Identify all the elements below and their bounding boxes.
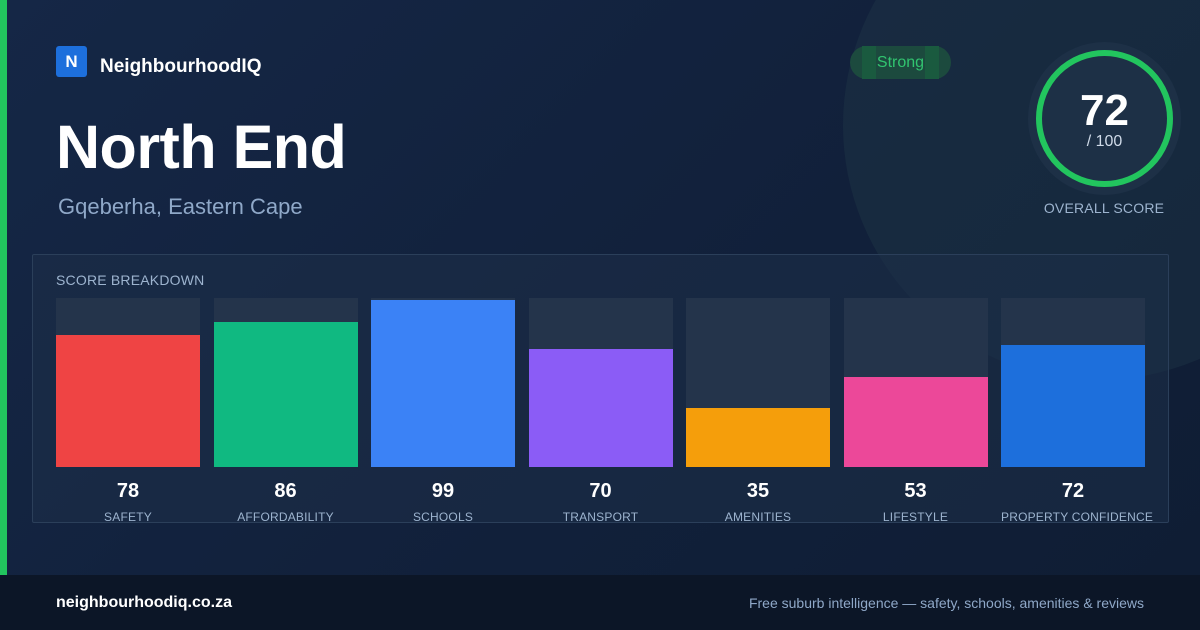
bar-track xyxy=(843,298,988,467)
bar-fill xyxy=(56,335,200,467)
bar-track xyxy=(371,298,515,467)
brand-name: NeighbourhoodIQ xyxy=(100,55,262,77)
bar-fill xyxy=(843,377,988,467)
bar-label: AFFORDABILITY xyxy=(237,510,334,524)
bar-value: 72 xyxy=(1061,480,1085,502)
bar-label: SAFETY xyxy=(104,510,152,524)
suburb-location: Gqeberha, Eastern Cape xyxy=(58,194,303,219)
bar-column-lifestyle: 53 LIFESTYLE xyxy=(843,298,988,524)
bar-label: PROPERTY CONFIDENCE xyxy=(1001,510,1154,524)
bar-track xyxy=(686,298,830,467)
strength-badge: Strong xyxy=(850,46,951,79)
bar-fill xyxy=(213,321,358,467)
accent-strip xyxy=(0,0,7,575)
bar-track xyxy=(528,298,673,467)
overall-score-max: / 100 xyxy=(1086,132,1123,150)
bar-column-affordability: 86 AFFORDABILITY xyxy=(213,298,358,524)
bar-fill xyxy=(1001,345,1145,467)
bar-fill xyxy=(528,348,673,467)
bar-value: 35 xyxy=(746,480,770,502)
bar-value: 99 xyxy=(431,480,455,502)
bar-fill xyxy=(686,407,830,467)
footer-tagline: Free suburb intelligence — safety, schoo… xyxy=(748,595,1144,611)
share-card: N NeighbourhoodIQ North End Gqeberha, Ea… xyxy=(0,0,1200,575)
breakdown-title: SCORE BREAKDOWN xyxy=(56,272,205,288)
bar-track xyxy=(213,298,358,467)
score-breakdown-panel: SCORE BREAKDOWN 78 SAFETY 86 AFFORDABILITY 9… xyxy=(32,254,1169,524)
brand-logo-icon: N xyxy=(56,46,87,77)
bar-value: 70 xyxy=(589,480,612,502)
bar-column-amenities: 35 AMENITIES xyxy=(686,298,830,524)
overall-score-value: 72 xyxy=(1080,85,1129,135)
bar-fill xyxy=(371,299,515,467)
overall-score-label: OVERALL SCORE xyxy=(1043,200,1165,216)
bar-column-property-confidence: 72 PROPERTY CONFIDENCE xyxy=(1001,298,1154,524)
bar-track xyxy=(56,298,200,467)
bar-column-safety: 78 SAFETY xyxy=(56,298,200,524)
bar-column-schools: 99 SCHOOLS xyxy=(371,298,515,524)
bar-value: 78 xyxy=(116,480,140,502)
bar-label: LIFESTYLE xyxy=(882,510,949,524)
bar-track xyxy=(1001,298,1145,467)
footer-url-link[interactable]: neighbourhoodiq.co.za xyxy=(56,594,232,611)
suburb-title: North End xyxy=(56,113,347,181)
footer: neighbourhoodiq.co.za Free suburb intell… xyxy=(0,575,1200,630)
bar-label: AMENITIES xyxy=(724,510,792,524)
bar-label: TRANSPORT xyxy=(562,510,639,524)
bar-value: 53 xyxy=(904,480,927,502)
bar-label: SCHOOLS xyxy=(412,510,474,524)
bar-column-transport: 70 TRANSPORT xyxy=(528,298,673,524)
overall-score-ring: 72 / 100 xyxy=(1036,50,1173,187)
strength-badge-label: Strong xyxy=(876,53,925,71)
bar-value: 86 xyxy=(274,480,297,502)
brand[interactable]: N NeighbourhoodIQ xyxy=(56,46,261,77)
